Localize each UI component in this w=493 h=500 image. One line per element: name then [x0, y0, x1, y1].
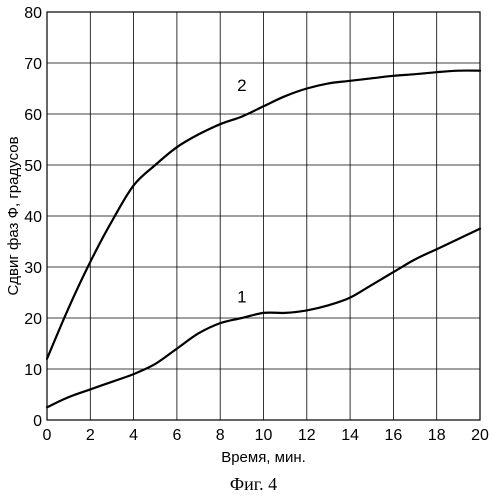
- y-tick-label: 60: [24, 107, 42, 124]
- x-tick-label: 2: [86, 427, 95, 444]
- y-tick-label: 40: [24, 209, 42, 226]
- x-tick-label: 18: [428, 427, 446, 444]
- y-tick-label: 50: [24, 158, 42, 175]
- series-label-2: 2: [237, 76, 246, 95]
- x-tick-label: 0: [43, 427, 52, 444]
- y-tick-label: 10: [24, 362, 42, 379]
- y-tick-label: 70: [24, 56, 42, 73]
- y-tick-label: 30: [24, 260, 42, 277]
- figure-caption: Фиг. 4: [230, 474, 277, 494]
- x-tick-label: 16: [385, 427, 403, 444]
- x-tick-label: 14: [341, 427, 359, 444]
- y-tick-label: 0: [33, 413, 42, 430]
- x-tick-label: 20: [471, 427, 489, 444]
- y-tick-label: 80: [24, 5, 42, 22]
- x-axis-title: Время, мин.: [221, 449, 306, 466]
- x-tick-label: 12: [298, 427, 316, 444]
- x-tick-label: 6: [172, 427, 181, 444]
- x-tick-label: 4: [129, 427, 138, 444]
- x-tick-label: 8: [216, 427, 225, 444]
- x-tick-label: 10: [255, 427, 273, 444]
- y-axis-title: Сдвиг фаз Ф, градусов: [5, 136, 22, 295]
- tick-labels: 0246810121416182001020304050607080: [24, 5, 489, 444]
- series-label-1: 1: [237, 288, 246, 307]
- y-tick-label: 20: [24, 311, 42, 328]
